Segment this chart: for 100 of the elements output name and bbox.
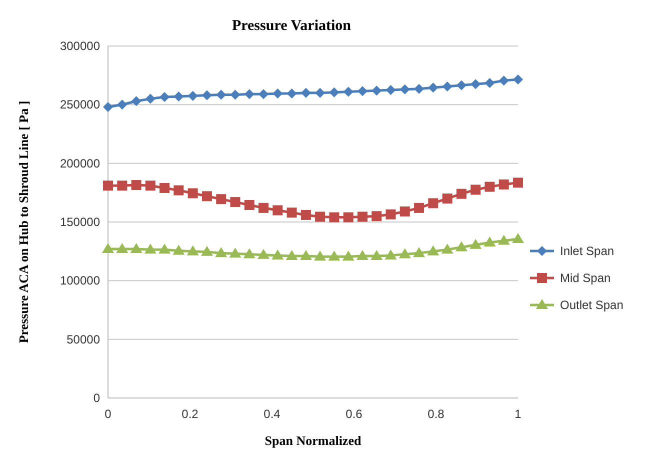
point (215, 247, 228, 258)
point (513, 74, 523, 84)
point (442, 81, 452, 92)
point (244, 200, 254, 210)
point (470, 79, 481, 90)
point (286, 208, 297, 218)
x-tick-label: 1 (514, 407, 522, 421)
point (370, 250, 383, 260)
point (116, 242, 128, 253)
point (315, 88, 326, 98)
x-tick-label: 0.4 (264, 407, 281, 421)
x-tick-label: 0.2 (182, 407, 199, 421)
point (343, 212, 354, 222)
point (386, 209, 396, 220)
point (329, 87, 340, 98)
point (512, 233, 524, 244)
y-tick-label: 0 (93, 391, 100, 405)
point (357, 86, 368, 96)
point (286, 88, 297, 99)
point (513, 178, 523, 188)
y-axis-title: Pressure ACA on Hub to Shroud Line [ Pa ] (16, 100, 31, 344)
point (258, 248, 270, 259)
point (315, 212, 326, 222)
point (216, 194, 226, 204)
point (174, 185, 184, 196)
point (103, 180, 113, 191)
point (202, 191, 212, 202)
point (117, 100, 128, 110)
point (414, 202, 424, 213)
point (216, 90, 226, 100)
legend-label: Mid Span (560, 271, 611, 285)
y-tick-label: 150000 (60, 215, 100, 229)
point (244, 89, 254, 100)
point (243, 248, 256, 258)
point (484, 78, 495, 88)
point (300, 250, 312, 260)
point (160, 92, 170, 102)
point (428, 198, 438, 208)
point (400, 84, 410, 94)
point (314, 250, 326, 261)
x-tick-label: 0 (104, 407, 112, 421)
point (398, 248, 411, 258)
point (188, 90, 198, 101)
point (427, 245, 440, 256)
point (470, 184, 481, 195)
y-tick-label: 250000 (60, 98, 100, 112)
point (117, 180, 128, 191)
x-tick-label: 0.6 (346, 407, 363, 421)
point (300, 88, 311, 98)
point (456, 80, 466, 90)
legend-label: Outlet Span (560, 298, 624, 312)
point (230, 90, 240, 100)
point (186, 245, 199, 256)
point (174, 91, 184, 102)
point (343, 86, 354, 97)
point (357, 212, 368, 222)
point (145, 180, 156, 191)
point (103, 102, 113, 112)
point (400, 206, 410, 216)
point (428, 82, 438, 93)
point (484, 236, 496, 247)
point (160, 182, 170, 193)
point (229, 248, 242, 258)
point (230, 197, 240, 208)
point (372, 211, 382, 222)
point (342, 250, 354, 261)
point (258, 202, 269, 213)
point (131, 96, 142, 106)
y-tick-label: 300000 (60, 39, 100, 53)
point (102, 242, 114, 253)
point (470, 238, 482, 249)
point (272, 249, 284, 260)
point (272, 88, 283, 99)
point (200, 246, 213, 256)
point (498, 76, 509, 86)
point (144, 244, 156, 254)
point (158, 244, 171, 254)
point (145, 94, 156, 104)
point (498, 234, 510, 245)
point (442, 194, 452, 204)
point (498, 179, 509, 190)
point (188, 188, 198, 198)
x-axis-title: Span Normalized (264, 433, 362, 448)
y-tick-label: 200000 (60, 156, 100, 170)
point (131, 180, 142, 190)
point (372, 86, 382, 96)
point (356, 250, 368, 260)
point (413, 247, 426, 258)
point (286, 250, 298, 260)
y-tick-label: 100000 (60, 274, 100, 288)
point (300, 210, 311, 220)
point (272, 205, 283, 216)
point (202, 90, 212, 100)
point (441, 244, 454, 254)
point (258, 89, 269, 100)
point (456, 188, 466, 199)
point (414, 84, 424, 94)
point (328, 250, 340, 261)
x-tick-label: 0.8 (428, 407, 445, 421)
point (172, 244, 185, 255)
